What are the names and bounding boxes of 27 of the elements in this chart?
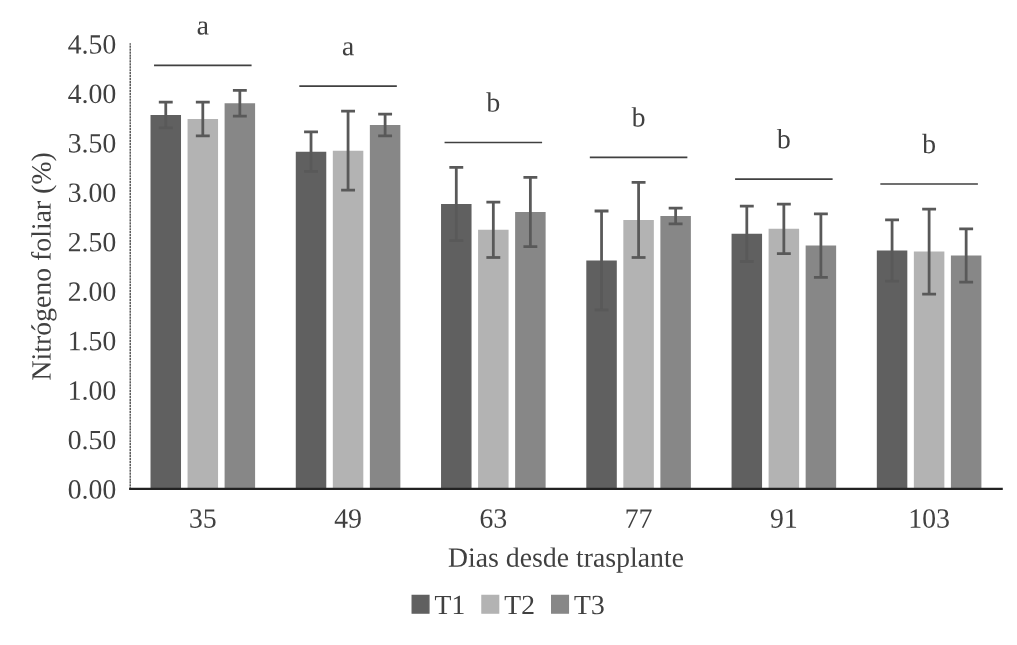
x-tick-label: 103 <box>910 509 949 528</box>
legend-label: T3 <box>574 595 604 615</box>
y-tick-label: 0.00 <box>68 480 116 499</box>
y-tick-label: 3.50 <box>69 133 116 153</box>
y-tick-label: 4.50 <box>68 35 116 54</box>
y-tick-label: 2.00 <box>68 282 116 302</box>
annotation: a <box>342 42 354 56</box>
annotation: b <box>486 92 500 112</box>
y-axis-title: Nitrógeno foliar (%) <box>31 153 57 380</box>
x-tick-label: 63 <box>480 509 507 528</box>
annotation: b <box>631 107 645 127</box>
y-tick-label: 1.50 <box>70 331 116 351</box>
y-tick-label: 2.50 <box>68 232 116 252</box>
annotation: b <box>776 128 790 149</box>
legend-label: T1 <box>434 595 464 615</box>
legend-label: T2 <box>504 595 534 615</box>
x-tick-label: 77 <box>626 509 652 528</box>
text: a <box>197 21 209 35</box>
x-tick-label: 49 <box>334 509 361 528</box>
x-axis-title: Dias desde trasplante <box>448 547 684 573</box>
annotation: b <box>922 133 935 154</box>
y-tick-label: 4.00 <box>68 84 116 104</box>
y-tick-label: 1.00 <box>70 381 116 401</box>
y-tick-label: 3.00 <box>69 183 116 203</box>
x-tick-label: 35 <box>190 509 216 528</box>
y-tick-label: 0.50 <box>68 430 116 450</box>
x-tick-label: 91 <box>770 509 797 528</box>
